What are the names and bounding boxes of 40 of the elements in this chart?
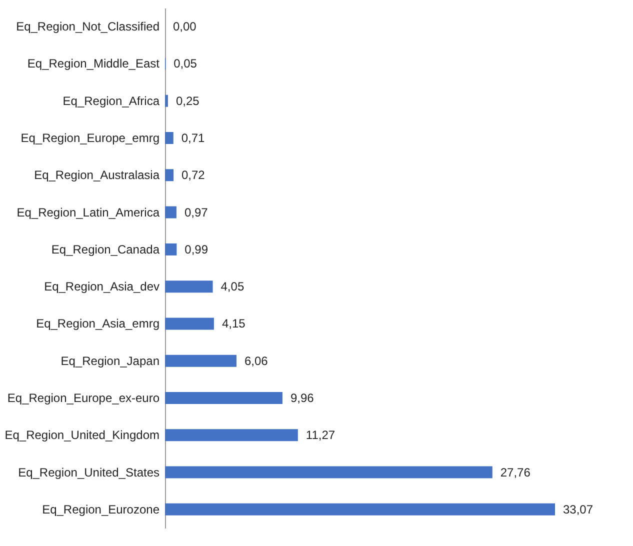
- data-label: 27,76: [500, 465, 531, 480]
- y-tick-label: Eq_Region_Europe_ex-euro: [7, 391, 160, 405]
- data-label: 0,25: [176, 94, 200, 108]
- y-tick-label: Eq_Region_Asia_dev: [44, 280, 160, 294]
- y-tick-label: Eq_Region_United_States: [18, 465, 160, 480]
- bar: [165, 466, 492, 478]
- y-tick-label: Eq_Region_United_Kingdom: [4, 428, 160, 442]
- y-tick-label: Eq_Region_Latin_America: [16, 205, 160, 220]
- y-tick-label: Eq_Region_Middle_East: [27, 56, 160, 71]
- bar: [165, 169, 174, 182]
- data-label: 0,72: [181, 168, 206, 182]
- data-label: 4,05: [220, 280, 244, 294]
- y-tick-label: Eq_Region_Not_Classified: [16, 20, 160, 34]
- data-label: 0,05: [174, 56, 198, 71]
- data-label: 0,00: [173, 20, 197, 34]
- bar: [165, 132, 174, 144]
- data-label: 9,96: [290, 391, 314, 405]
- y-tick-label: Eq_Region_Australasia: [34, 168, 160, 182]
- bar: [165, 503, 555, 516]
- data-label: 0,99: [184, 242, 208, 256]
- data-label: 6,06: [244, 354, 268, 368]
- bar: [165, 206, 176, 218]
- y-tick-label: Eq_Region_Asia_emrg: [36, 316, 160, 331]
- y-tick-label: Eq_Region_Europe_emrg: [20, 131, 160, 145]
- data-label: 4,15: [222, 316, 246, 331]
- y-tick-label: Eq_Region_Canada: [51, 242, 160, 256]
- y-tick-label: Eq_Region_Africa: [62, 94, 160, 108]
- data-label: 11,27: [306, 428, 336, 442]
- bar: [165, 318, 214, 330]
- bar: [165, 392, 282, 404]
- y-tick-label: Eq_Region_Eurozone: [42, 502, 160, 516]
- data-label: 0,97: [184, 205, 208, 220]
- y-tick-label: Eq_Region_Japan: [60, 354, 160, 368]
- bar: [165, 354, 236, 367]
- bar: [165, 94, 168, 107]
- bar: [165, 429, 298, 442]
- data-label: 0,71: [181, 131, 206, 145]
- bar: [165, 243, 177, 256]
- bar: [165, 280, 213, 293]
- data-label: 33,07: [563, 502, 594, 516]
